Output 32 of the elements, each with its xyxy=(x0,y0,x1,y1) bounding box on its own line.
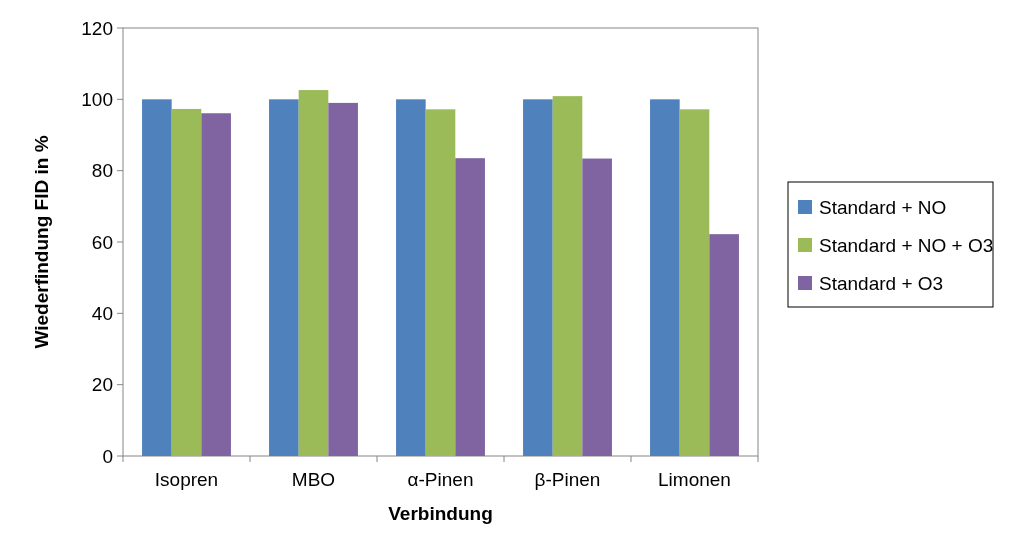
x-tick-label: β-Pinen xyxy=(534,469,601,490)
bar xyxy=(650,99,680,456)
legend-label: Standard + NO xyxy=(819,196,947,218)
bar xyxy=(269,99,299,456)
x-tick-label: Isopren xyxy=(154,469,219,490)
bar xyxy=(679,109,710,456)
y-axis-title: Wiederfindung FID in % xyxy=(31,135,52,349)
bar xyxy=(142,99,172,456)
x-tick-label: α-Pinen xyxy=(407,469,474,490)
y-tick-label: 0 xyxy=(102,445,113,467)
x-tick-label: Limonen xyxy=(658,469,731,490)
bar xyxy=(582,158,612,456)
bar xyxy=(396,99,426,456)
bar xyxy=(425,109,456,456)
y-tick-label: 80 xyxy=(91,160,113,182)
legend-label: Standard + NO + O3 xyxy=(819,234,994,256)
bar xyxy=(709,234,739,456)
bar xyxy=(552,96,583,456)
bar xyxy=(328,102,358,456)
legend-label: Standard + O3 xyxy=(819,272,944,294)
y-tick-label: 20 xyxy=(91,374,113,396)
bar xyxy=(455,158,485,456)
x-tick-label: MBO xyxy=(291,469,336,490)
y-tick-label: 40 xyxy=(91,302,113,324)
y-tick-label: 100 xyxy=(81,88,113,110)
x-axis-title: Verbindung xyxy=(388,503,493,524)
y-tick-label: 120 xyxy=(81,17,113,39)
bar xyxy=(201,113,231,456)
y-tick-label: 60 xyxy=(91,231,113,253)
bar xyxy=(523,99,553,456)
bar xyxy=(298,90,329,456)
bar xyxy=(171,108,202,456)
